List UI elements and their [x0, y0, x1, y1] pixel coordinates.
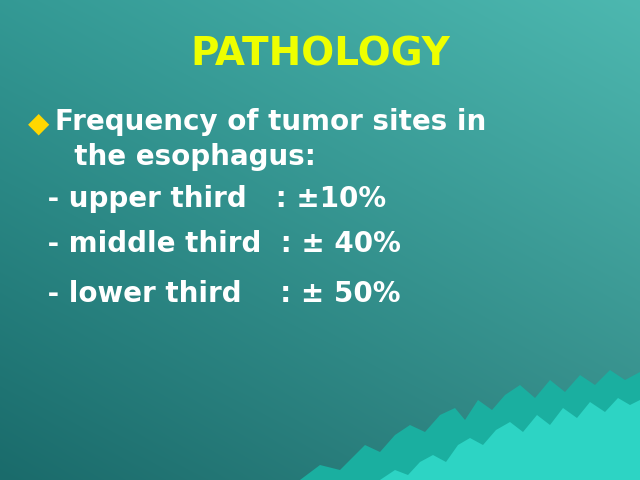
Text: - upper third   : ±10%: - upper third : ±10% — [38, 185, 386, 213]
Polygon shape — [380, 398, 640, 480]
Text: Frequency of tumor sites in
  the esophagus:: Frequency of tumor sites in the esophagu… — [55, 108, 486, 170]
Text: - lower third    : ± 50%: - lower third : ± 50% — [38, 280, 401, 308]
Polygon shape — [420, 438, 640, 480]
Text: ◆: ◆ — [28, 110, 49, 138]
Text: PATHOLOGY: PATHOLOGY — [190, 35, 450, 73]
Text: - middle third  : ± 40%: - middle third : ± 40% — [38, 230, 401, 258]
Polygon shape — [300, 370, 640, 480]
